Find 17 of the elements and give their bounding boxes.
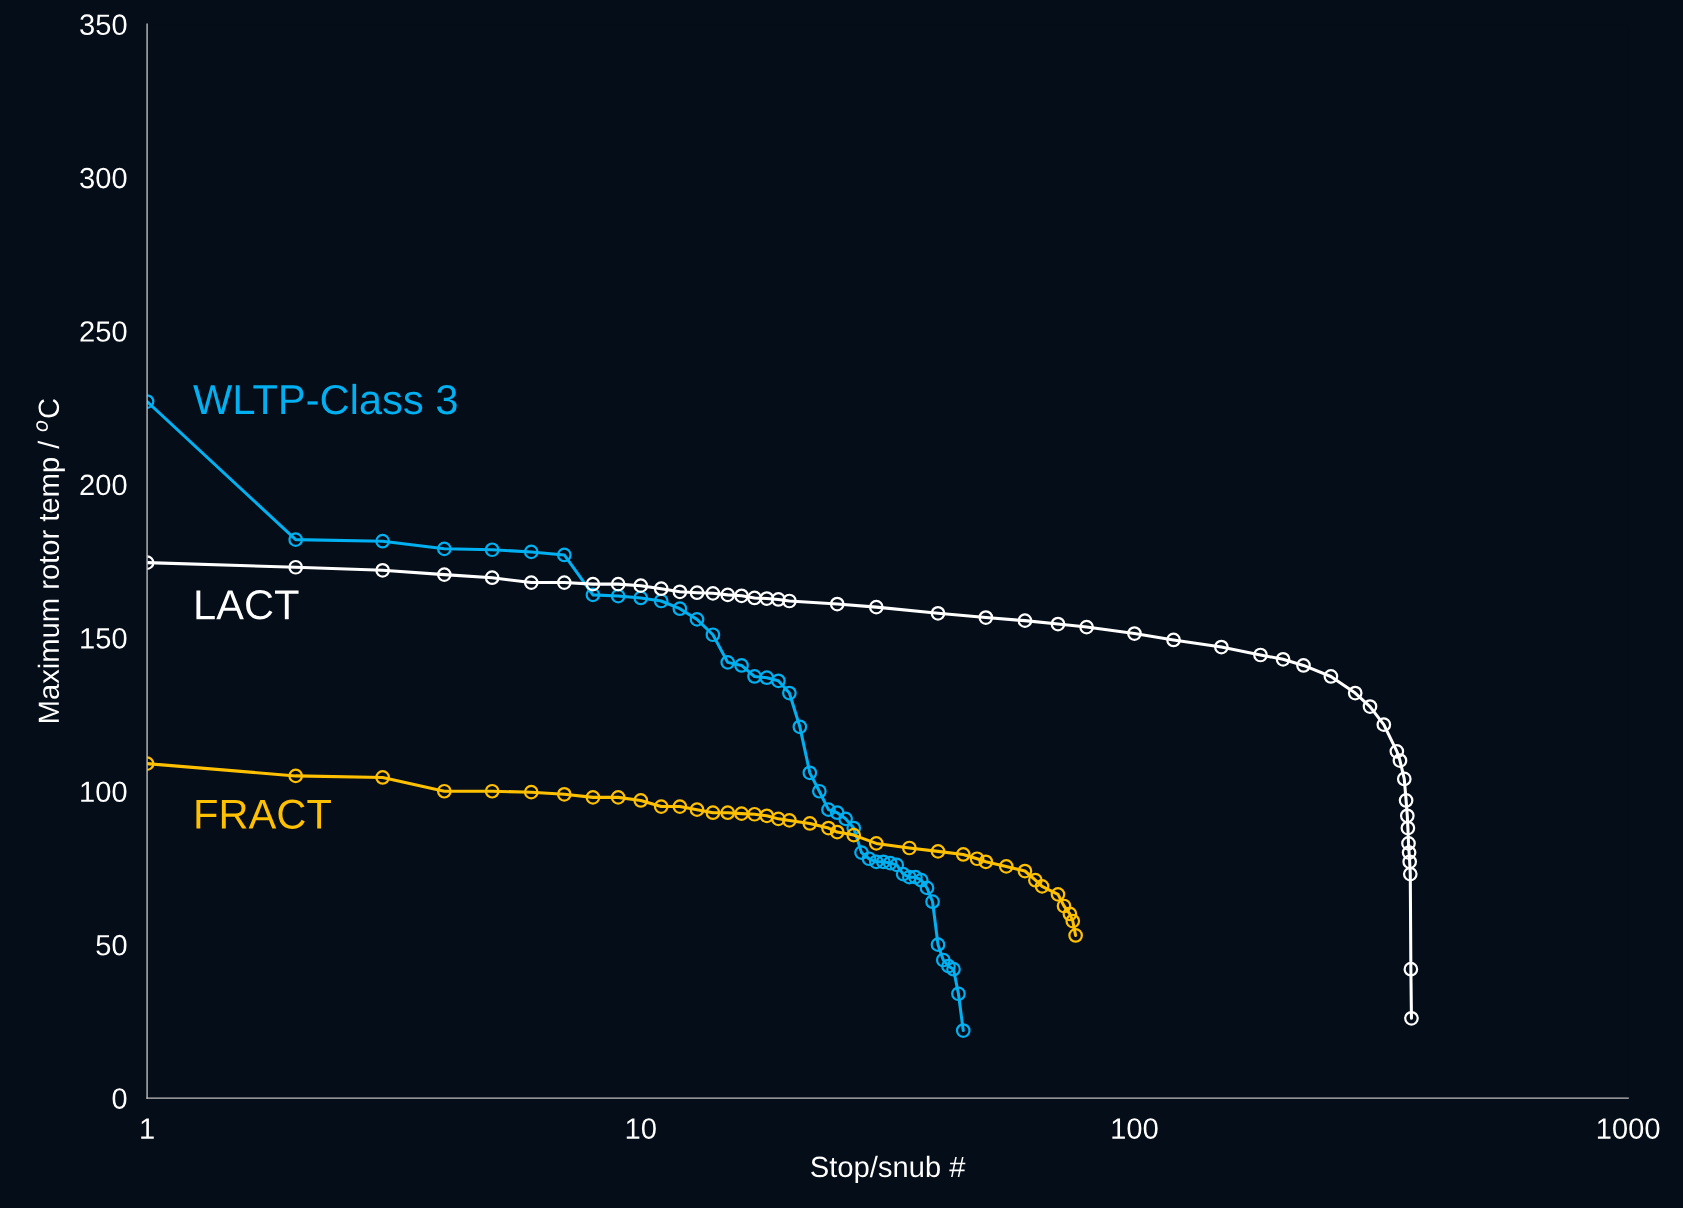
x-tick-label: 1000 (1597, 1118, 1660, 1139)
y-tick-label: 150 (81, 628, 127, 649)
x-tick-label: 10 (626, 1118, 656, 1139)
y-tick-label: 100 (81, 781, 127, 803)
y-tick-label: 200 (80, 474, 127, 496)
series-label: FRACT (196, 799, 331, 829)
series-label: LACT (196, 590, 299, 620)
x-axis-title: Stop/snub # (811, 1155, 966, 1184)
y-axis-title: Maximum rotor temp / $^{o}$C (36, 399, 65, 722)
y-tick-label: 300 (80, 167, 127, 189)
y-tick-label: 50 (96, 934, 127, 956)
series-label: WLTP-Class 3 (193, 383, 457, 415)
y-tick-label: 350 (80, 14, 127, 36)
x-tick-label: 1 (141, 1118, 154, 1139)
y-tick-label: 250 (80, 321, 127, 342)
y-tick-label: 0 (112, 1088, 127, 1109)
x-tick-label: 100 (1112, 1118, 1158, 1139)
